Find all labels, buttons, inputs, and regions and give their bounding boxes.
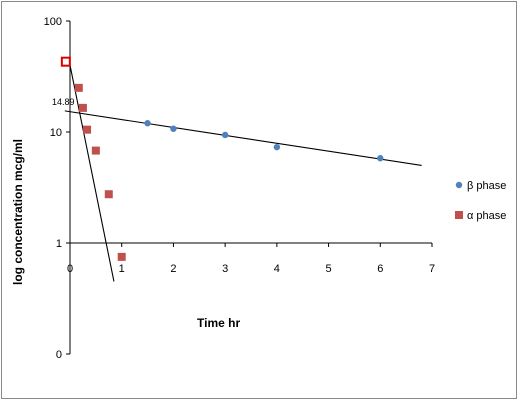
x-axis-label: Time hr	[197, 316, 240, 330]
y-tick-label: 100	[44, 16, 62, 28]
beta-phase-point	[170, 125, 177, 132]
legend-marker-beta	[455, 181, 463, 189]
y-axis-label: log concentration mcg/ml	[11, 139, 25, 285]
x-tick-label: 0	[67, 263, 73, 275]
x-tick-label: 2	[170, 263, 176, 275]
highlighted-alpha-point	[60, 56, 71, 67]
labels: log concentration mcg/ml Time hr 14.89	[11, 97, 240, 330]
x-tick-label: 6	[377, 263, 383, 275]
x-tick-label: 7	[429, 263, 435, 275]
alpha-phase-point	[78, 103, 87, 112]
axes: 0 1 10 100 0 1 2 3 4 5 6 7	[44, 16, 435, 361]
alpha-phase-point	[104, 190, 113, 199]
y-tick-label: 10	[50, 127, 62, 139]
alpha-phase-point	[91, 146, 100, 155]
data-points	[60, 56, 384, 261]
beta-trend-line	[64, 110, 422, 166]
legend-label: β phase	[467, 180, 506, 192]
x-tick-label: 1	[119, 263, 125, 275]
alpha-trend-line	[69, 65, 115, 282]
beta-phase-point	[273, 143, 281, 151]
x-tick-label: 5	[326, 263, 332, 275]
legend: β phase α phase	[455, 180, 506, 222]
x-tick-label: 3	[222, 263, 228, 275]
beta-phase-point	[144, 120, 151, 127]
y-tick-label: 1	[56, 238, 62, 250]
y-tick-label: 0	[56, 349, 62, 361]
alpha-phase-point	[74, 83, 83, 92]
beta-phase-point	[221, 131, 229, 139]
legend-marker-alpha	[455, 211, 463, 219]
x-tick-label: 4	[274, 263, 280, 275]
legend-label: α phase	[467, 210, 506, 222]
intercept-annotation: 14.89	[52, 97, 75, 107]
alpha-phase-point	[83, 125, 92, 134]
alpha-phase-point	[117, 252, 126, 261]
trendlines	[64, 65, 422, 282]
beta-phase-point	[377, 155, 384, 162]
